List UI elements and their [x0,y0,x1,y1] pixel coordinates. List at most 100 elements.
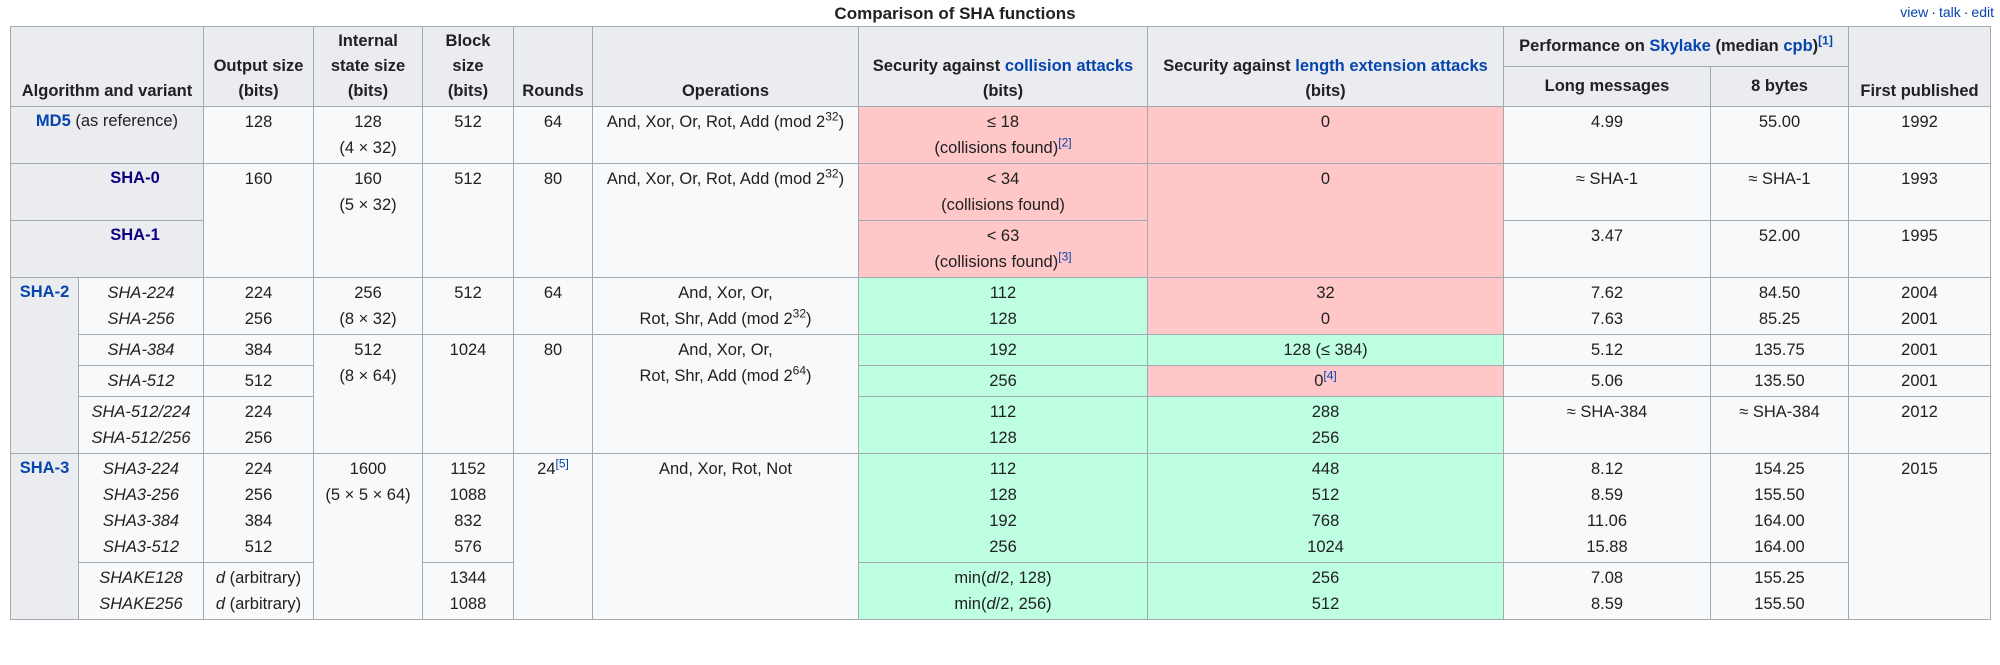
separator: · [1931,4,1936,20]
sha2-link[interactable]: SHA-2 [19,283,70,301]
reference-link[interactable]: [1] [1818,33,1833,48]
perf-8bytes-cell: ≈ SHA-384 [1710,396,1849,454]
reference-link[interactable]: [5] [555,456,569,471]
sha0-link[interactable]: SHA-0 [110,169,160,187]
block-size-cell: 512 [422,163,514,278]
state-size-cell: 1600 (5 × 5 × 64) [313,453,423,620]
table-caption: Comparison of SHA functions [834,4,1076,23]
perf-long-cell: 7.62 7.63 [1503,277,1711,335]
output-size-cell: 512 [203,365,314,397]
published-cell: 2001 [1848,334,1991,366]
header-row: Long messages 8 bytes [11,66,1991,107]
collision-attacks-link[interactable]: collision attacks [1004,57,1134,75]
separator: · [1963,4,1969,20]
published-cell: 1993 [1848,163,1991,221]
perf-8bytes-cell: 55.00 [1710,106,1849,164]
algorithm-sha1: SHA-1 [10,220,204,278]
collision-security-cell: min(d/2, 128) min(d/2, 256) [858,562,1148,620]
header-row: Algorithm and variant Output size (bits) … [10,26,1991,107]
reference-link[interactable]: [2] [1058,135,1072,150]
header-block-size: Block size (bits) [422,26,514,107]
family-sha2: SHA-2 [10,277,79,454]
published-cell: 2012 [1848,396,1991,454]
table-row-sha512-truncated: SHA-512/224 SHA-512/256 224 256 112 128 288… [11,396,1991,454]
sha-comparison-table: Algorithm and variant Output size (bits) … [10,26,1991,620]
length-extension-cell: 32 0 [1147,277,1504,335]
output-size-cell: 160 [203,163,314,278]
length-extension-cell: 0[4] [1147,365,1504,397]
cpb-link[interactable]: cpb [1783,37,1813,55]
perf-long-cell: ≈ SHA-1 [1503,163,1711,221]
perf-long-cell: 8.12 8.59 11.06 15.88 [1503,453,1711,563]
operations-cell: And, Xor, Or, Rot, Add (mod 232) [592,163,859,278]
block-size-cell: 1152 1088 832 576 [422,453,514,563]
rounds-cell: 80 [513,163,593,278]
collision-security-cell: 192 [858,334,1148,366]
perf-8bytes-cell: 155.25 155.50 [1710,562,1849,620]
header-first-published: First published [1848,26,1991,107]
rounds-cell: 64 [513,277,593,335]
header-collision-security: Security against collision attacks (bits) [858,26,1148,107]
reference-link[interactable]: [4] [1323,368,1337,383]
block-size-cell: 1344 1088 [422,562,514,620]
block-size-cell: 512 [422,277,514,335]
table-row-sha384: SHA-384 384 512 (8 × 64) 1024 80 And, Xor… [11,334,1991,454]
output-size-cell: 128 [203,106,314,164]
block-size-cell: 1024 [422,334,514,454]
reference-link[interactable]: [3] [1058,249,1072,264]
header-8-bytes: 8 bytes [1710,66,1849,107]
collision-security-cell: 256 [858,365,1148,397]
perf-8bytes-cell: 135.75 [1710,334,1849,366]
operations-cell: And, Xor, Or, Rot, Shr, Add (mod 232) [592,277,859,335]
sha1-link[interactable]: SHA-1 [110,226,160,244]
header-output-size: Output size (bits) [203,26,314,107]
length-extension-cell: 256 512 [1147,562,1504,620]
perf-long-cell: ≈ SHA-384 [1503,396,1711,454]
length-extension-cell: 0 [1147,163,1504,278]
header-long-messages: Long messages [1503,66,1711,107]
state-size-cell: 160 (5 × 32) [313,163,423,278]
length-extension-attacks-link[interactable]: length extension attacks [1295,57,1488,75]
family-sha3: SHA-3 [10,453,79,620]
algorithm-sha0: SHA-0 [10,163,204,221]
collision-security-cell: < 63 (collisions found)[3] [858,220,1148,278]
table-row-sha1: SHA-1 < 63 (collisions found)[3] 3.47 52.… [10,220,1991,278]
skylake-link[interactable]: Skylake [1649,37,1711,55]
perf-long-cell: 4.99 [1503,106,1711,164]
table-row-sha3: SHA-3 SHA3-224 SHA3-256 SHA3-384 SHA3-512 2… [10,453,1991,620]
length-extension-cell: 288 256 [1147,396,1504,454]
md5-link[interactable]: MD5 [35,112,71,130]
table-row-shake: SHAKE128 SHAKE256 d (arbitrary) d (arbitr… [11,562,1991,620]
output-size-cell: 384 [203,334,314,366]
variant-cell: SHA3-224 SHA3-256 SHA3-384 SHA3-512 [78,453,204,563]
navbox-links: view · talk · edit [1900,4,1994,20]
view-link[interactable]: view [1900,4,1929,20]
published-cell: 1995 [1848,220,1991,278]
header-operations: Operations [592,26,859,107]
operations-cell: And, Xor, Or, Rot, Shr, Add (mod 264) [592,334,859,454]
table-row-sha2-224-256: SHA-2 SHA-224 SHA-256 224 256 256 (8 × 32) … [10,277,1991,454]
rounds-cell: 80 [513,334,593,454]
sha3-link[interactable]: SHA-3 [19,459,70,477]
variant-cell: SHA-384 [78,334,204,366]
published-cell: 2015 [1848,453,1991,620]
output-size-cell: 224 256 384 512 [203,453,314,563]
perf-8bytes-cell: 135.50 [1710,365,1849,397]
edit-link[interactable]: edit [1971,4,1994,20]
output-size-cell: d (arbitrary) d (arbitrary) [203,562,314,620]
length-extension-cell: 0 [1147,106,1504,164]
published-cell: 2001 [1848,365,1991,397]
perf-8bytes-cell: ≈ SHA-1 [1710,163,1849,221]
state-size-cell: 512 (8 × 64) [313,334,423,454]
variant-cell: SHA-512/224 SHA-512/256 [78,396,204,454]
table-row-sha512: SHA-512 512 256 0[4] 5.06 135.50 2001 [11,365,1991,397]
header-algorithm: Algorithm and variant [10,26,204,107]
header-rounds: Rounds [513,26,593,107]
collision-security-cell: < 34 (collisions found) [858,163,1148,221]
perf-8bytes-cell: 52.00 [1710,220,1849,278]
state-size-cell: 256 (8 × 32) [313,277,423,335]
talk-link[interactable]: talk [1938,4,1961,20]
header-state-size: Internal state size (bits) [313,26,423,107]
published-cell: 1992 [1848,106,1991,164]
